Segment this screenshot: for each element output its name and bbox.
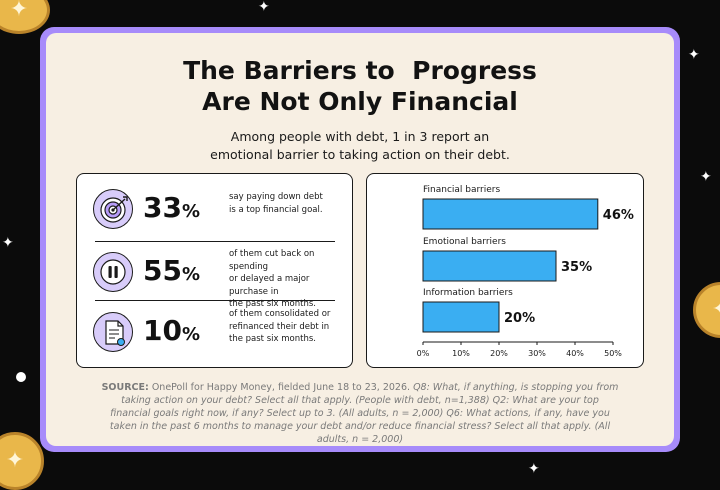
x-tick-label: 0% xyxy=(417,349,430,358)
coin-decoration: ✦ xyxy=(0,432,44,490)
stat-description: say paying down debt is a top financial … xyxy=(229,192,323,215)
stat-row: 33% say paying down debt is a top financ… xyxy=(91,182,339,237)
x-tick-label: 20% xyxy=(490,349,508,358)
document-icon xyxy=(93,312,133,352)
title-line: The Barriers to Progress xyxy=(183,56,537,85)
source-note: SOURCE: OnePoll for Happy Money, fielded… xyxy=(101,382,619,445)
infographic-card: The Barriers to Progress Are Not Only Fi… xyxy=(46,33,674,446)
x-tick-label: 40% xyxy=(566,349,584,358)
value-label: 20% xyxy=(504,311,535,326)
stat-description: of them consolidated or refinanced their… xyxy=(229,309,331,344)
bar xyxy=(422,250,557,282)
sparkle-icon: ✦ xyxy=(2,235,14,251)
sparkle-icon: ✦ xyxy=(712,299,720,321)
stats-panel: 33% say paying down debt is a top financ… xyxy=(76,173,353,368)
page-title: The Barriers to Progress Are Not Only Fi… xyxy=(46,55,674,117)
subtitle-line: Among people with debt, 1 in 3 report an xyxy=(230,129,490,144)
value-label: 35% xyxy=(561,260,592,275)
x-tick-label: 30% xyxy=(528,349,546,358)
category-label: Financial barriers xyxy=(423,185,500,195)
value-label: 46% xyxy=(603,208,634,223)
sparkle-icon: ✦ xyxy=(528,461,540,477)
sparkle-icon: ✦ xyxy=(688,47,700,63)
coin-decoration: ✦ xyxy=(0,0,50,34)
x-tick-label: 50% xyxy=(604,349,622,358)
chart-panel: Financial barriers 46% Emotional barriers 3… xyxy=(366,173,644,368)
sparkle-icon: ✦ xyxy=(258,0,270,15)
category-label: Information barriers xyxy=(423,288,513,298)
category-label: Emotional barriers xyxy=(423,237,506,247)
sparkle-icon: ✦ xyxy=(700,169,712,185)
stat-value: 55% xyxy=(143,254,201,287)
title-line: Are Not Only Financial xyxy=(202,87,518,116)
divider xyxy=(95,241,335,242)
stat-row: 10% of them consolidated or refinanced t… xyxy=(91,305,339,360)
sparkle-icon: ✦ xyxy=(9,0,29,22)
x-tick-label: 10% xyxy=(452,349,470,358)
subtitle: Among people with debt, 1 in 3 report an… xyxy=(46,128,674,164)
sparkle-icon: ✦ xyxy=(5,448,25,473)
stat-value: 33% xyxy=(143,191,201,224)
target-icon xyxy=(93,189,133,229)
pause-icon xyxy=(93,252,133,292)
stat-row: 55% of them cut back on spending or dela… xyxy=(91,245,339,309)
stat-value: 10% xyxy=(143,314,201,347)
stat-description: of them cut back on spending or delayed … xyxy=(229,249,316,309)
coin-decoration: ✦ xyxy=(693,282,720,338)
subtitle-line: emotional barrier to taking action on th… xyxy=(210,147,510,162)
bar-chart: Financial barriers 46% Emotional barriers 3… xyxy=(417,185,634,358)
bar xyxy=(422,198,599,230)
dot-decoration xyxy=(16,372,26,382)
divider xyxy=(95,300,335,301)
bar xyxy=(422,301,500,333)
